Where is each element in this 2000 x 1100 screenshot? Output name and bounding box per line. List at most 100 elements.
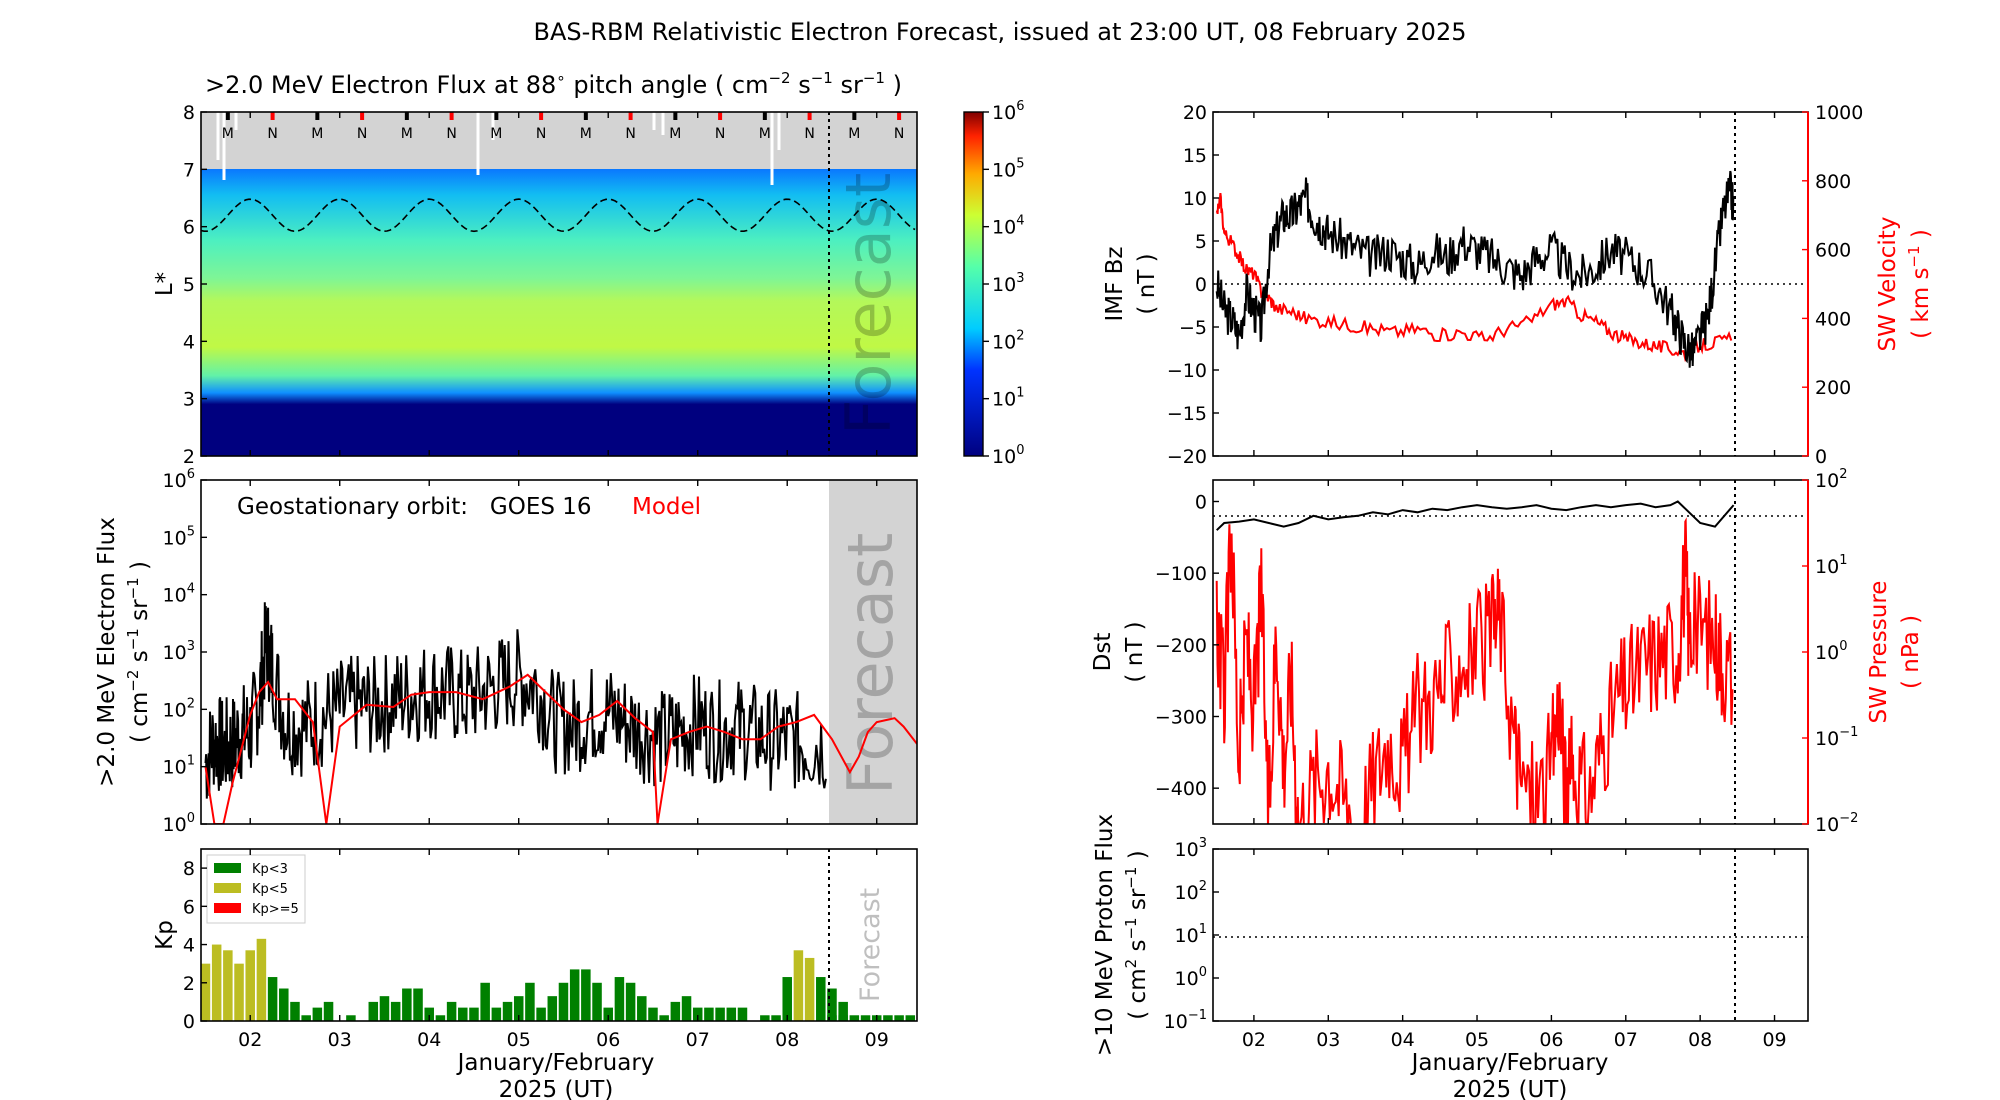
- left-xtick-label: 03: [328, 1029, 352, 1051]
- kp-ytick-label: 2: [183, 973, 195, 995]
- imf-ytick-label: 10: [1183, 188, 1207, 210]
- mlt-tick: [673, 112, 678, 120]
- mlt-tick: [762, 112, 767, 120]
- left-xlabel-year: 2025 (UT): [499, 1077, 614, 1100]
- imf-panel: −20 −15 −10 −5 0 5 10 15 20 0 200 400 600 800 1000 IM…: [1102, 102, 1934, 468]
- sw-velocity-line: [1215, 192, 1733, 363]
- geo-ytick-label: 105: [163, 524, 195, 549]
- imf-ytick-label: 20: [1183, 102, 1207, 124]
- kp-bar: [446, 1001, 457, 1021]
- kp-bar: [413, 988, 423, 1021]
- mlt-marker-label: M: [490, 126, 502, 142]
- kp-bar: [491, 1007, 502, 1021]
- dst-ytick-label: −200: [1155, 635, 1207, 657]
- mlt-tick: [539, 112, 544, 120]
- mlt-marker-label: M: [759, 126, 771, 142]
- geo-model-label: Model: [632, 494, 701, 520]
- right-xtick-label: 05: [1465, 1029, 1489, 1051]
- mlt-marker-label: M: [580, 126, 592, 142]
- left-xtick-label: 08: [775, 1029, 799, 1051]
- kp-bar: [368, 1001, 379, 1021]
- legend-label-low: Kp<3: [252, 862, 288, 877]
- kp-bar: [838, 1001, 848, 1021]
- kp-forecast-bar: [883, 1015, 893, 1021]
- imf-ytick-label: 15: [1183, 145, 1207, 167]
- proton-ytick-label: 10−1: [1164, 1008, 1207, 1033]
- proton-ytick-label: 103: [1175, 836, 1207, 861]
- kp-forecast-bar: [838, 1015, 848, 1021]
- kp-bar: [547, 996, 558, 1021]
- colorbar-tick-label: 106: [992, 99, 1024, 124]
- kp-forecast-bar: [860, 1015, 871, 1021]
- mlt-tick: [315, 112, 320, 120]
- kp-bar: [200, 963, 211, 1021]
- kp-bar: [614, 977, 625, 1021]
- kp-bar: [301, 1015, 311, 1021]
- mlt-marker-label: M: [401, 126, 413, 142]
- flux-map-ylabel: L*: [152, 272, 178, 296]
- figure-title: BAS-RBM Relativistic Electron Forecast, …: [534, 18, 1467, 46]
- colorbar-tick-label: 102: [992, 328, 1024, 353]
- left-xtick-label: 09: [865, 1029, 889, 1051]
- kp-bar: [558, 982, 569, 1021]
- imf-right-ylabel-units: ( km s−1 ): [1905, 229, 1934, 339]
- geo-forecast-label: Forecast: [834, 533, 907, 795]
- proton-ylabel: >10 MeV Proton Flux: [1092, 814, 1118, 1056]
- dst-ylabel: Dst: [1090, 633, 1116, 672]
- kp-bar: [670, 1001, 681, 1021]
- imf-right-ytick-label: 600: [1815, 240, 1851, 262]
- imf-ytick-label: −10: [1167, 360, 1207, 382]
- dst-right-ytick-label: 10−1: [1815, 725, 1858, 750]
- kp-bar: [502, 1001, 513, 1021]
- flux-map-background: [201, 112, 917, 169]
- mlt-marker-label: N: [894, 126, 904, 142]
- right-xtick-label: 07: [1614, 1029, 1638, 1051]
- left-xlabel: January/February: [456, 1050, 655, 1076]
- kp-ytick-label: 8: [183, 858, 195, 880]
- mlt-tick: [494, 112, 499, 120]
- kp-bar: [435, 1015, 446, 1021]
- kp-forecast-bar: [827, 1015, 837, 1021]
- kp-bar: [469, 1007, 479, 1021]
- flux-map-ytick-label: 5: [183, 274, 195, 296]
- mlt-marker-label: N: [715, 126, 725, 142]
- dst-line: [1216, 500, 1735, 531]
- imf-ytick-label: −5: [1179, 317, 1207, 339]
- right-xtick-label: 03: [1316, 1029, 1340, 1051]
- legend-swatch-mid: [214, 883, 241, 893]
- kp-bar: [256, 938, 267, 1021]
- left-xtick-label: 06: [596, 1029, 620, 1051]
- kp-frame: [200, 848, 918, 1022]
- right-xtick-label: 02: [1242, 1029, 1266, 1051]
- flux-map-ytick-label: 2: [183, 446, 195, 468]
- kp-bar: [737, 1007, 748, 1021]
- kp-bar: [346, 1015, 356, 1021]
- kp-ytick-label: 4: [183, 935, 195, 957]
- mlt-tick: [270, 112, 275, 120]
- geo-ylabel: >2.0 MeV Electron Flux: [94, 517, 120, 787]
- left-xtick-label: 07: [686, 1029, 710, 1051]
- mlt-tick: [583, 112, 588, 120]
- geo-ytick-label: 102: [163, 696, 195, 721]
- geo-ytick-label: 103: [163, 639, 195, 664]
- imf-bz-line: [1215, 170, 1735, 368]
- kp-bar: [569, 969, 580, 1021]
- kp-bar: [804, 957, 815, 1021]
- kp-bar: [704, 1007, 714, 1021]
- dst-right-ytick-label: 100: [1815, 639, 1847, 664]
- mlt-marker-label: N: [446, 126, 456, 142]
- kp-bar: [458, 1007, 468, 1021]
- dst-ytick-label: −100: [1155, 563, 1207, 585]
- dst-ytick-label: −300: [1155, 707, 1207, 729]
- kp-ytick-label: 6: [183, 896, 195, 918]
- kp-bar: [625, 982, 636, 1021]
- proton-frame: [1212, 848, 1809, 1022]
- flux-map-ytick-label: 7: [183, 159, 195, 181]
- kp-bar: [234, 963, 244, 1021]
- kp-bar: [312, 1007, 323, 1021]
- mlt-marker-label: M: [848, 126, 860, 142]
- proton-ytick-label: 102: [1175, 879, 1207, 904]
- left-xtick-label: 02: [238, 1029, 262, 1051]
- left-xtick-label: 05: [507, 1029, 531, 1051]
- dst-right-ytick-label: 102: [1815, 467, 1847, 492]
